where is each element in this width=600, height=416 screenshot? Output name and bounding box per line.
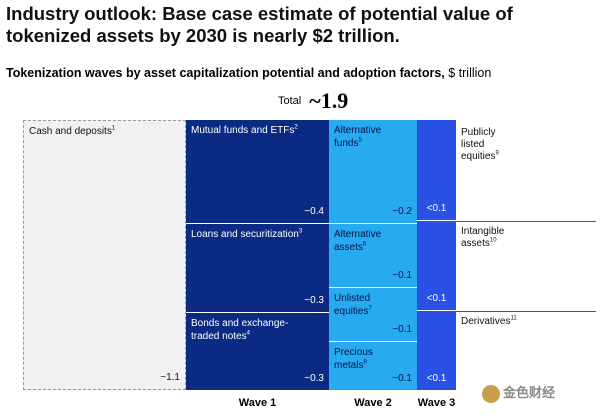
cell-mutual-funds-etfs: Mutual funds and ETFs2 ~0.4 <box>186 120 329 224</box>
total-figure: Total ~1.9 <box>278 88 348 114</box>
chart-title: Industry outlook: Base case estimate of … <box>6 3 513 46</box>
side-label-derivatives: Derivatives11 <box>461 315 517 327</box>
side-label-publicly-listed-equities: Publicly listed equities9 <box>461 127 499 162</box>
cell-value: ~0.1 <box>392 269 412 281</box>
cell-label: Unlisted equities7 <box>334 293 372 317</box>
cell-value: <0.1 <box>426 202 447 214</box>
cell-label: Loans and securitization3 <box>191 228 303 240</box>
cell-label: Alternative funds5 <box>334 125 382 149</box>
subtitle-unit: $ trillion <box>448 66 492 80</box>
cell-value: ~0.1 <box>392 372 412 384</box>
cell-alternative-assets: Alternative assets6 ~0.1 <box>329 224 417 288</box>
cell-precious-metals: Precious metals8 ~0.1 <box>329 342 417 390</box>
cell-value: ~0.2 <box>392 205 412 217</box>
cell-value: ~0.3 <box>304 372 324 384</box>
cell-unlisted-equities: Unlisted equities7 ~0.1 <box>329 288 417 342</box>
total-value: ~1.9 <box>309 88 349 113</box>
cell-loans-securitization: Loans and securitization3 ~0.3 <box>186 224 329 313</box>
cell-value: ~1.1 <box>160 371 180 383</box>
cell-value: ~0.4 <box>304 205 324 217</box>
cell-cash-and-deposits: Cash and deposits1 ~1.1 <box>23 120 186 390</box>
cell-label: Bonds and exchange-traded notes4 <box>191 318 289 342</box>
side-divider <box>456 221 596 222</box>
watermark-text: 金色财经 <box>503 385 556 400</box>
cell-publicly-listed-equities: <0.1 <box>417 120 456 221</box>
cell-value: <0.1 <box>426 372 447 384</box>
cell-label: Cash and deposits1 <box>29 125 116 137</box>
cell-alternative-funds: Alternative funds5 ~0.2 <box>329 120 417 224</box>
watermark: 金色财经 <box>482 382 555 403</box>
subtitle-main: Tokenization waves by asset capitalizati… <box>6 66 445 80</box>
cell-label: Precious metals8 <box>334 347 373 371</box>
chart-subtitle: Tokenization waves by asset capitalizati… <box>6 66 491 81</box>
total-label: Total <box>278 95 302 107</box>
cell-value: ~0.1 <box>392 323 412 335</box>
cell-intangible-assets: <0.1 <box>417 221 456 311</box>
cell-value: ~0.3 <box>304 294 324 306</box>
wave-label-3: Wave 3 <box>417 397 456 409</box>
side-label-intangible-assets: Intangible assets10 <box>461 226 505 249</box>
wave-label-1: Wave 1 <box>238 397 277 409</box>
cell-label: Alternative assets6 <box>334 229 382 253</box>
cell-bonds-etn: Bonds and exchange-traded notes4 ~0.3 <box>186 313 329 390</box>
cell-value: <0.1 <box>426 292 447 304</box>
side-divider <box>456 311 596 312</box>
wave-label-2: Wave 2 <box>354 397 392 409</box>
watermark-logo-icon <box>482 384 500 403</box>
cell-label: Mutual funds and ETFs2 <box>191 124 298 136</box>
cell-derivatives: <0.1 <box>417 311 456 390</box>
